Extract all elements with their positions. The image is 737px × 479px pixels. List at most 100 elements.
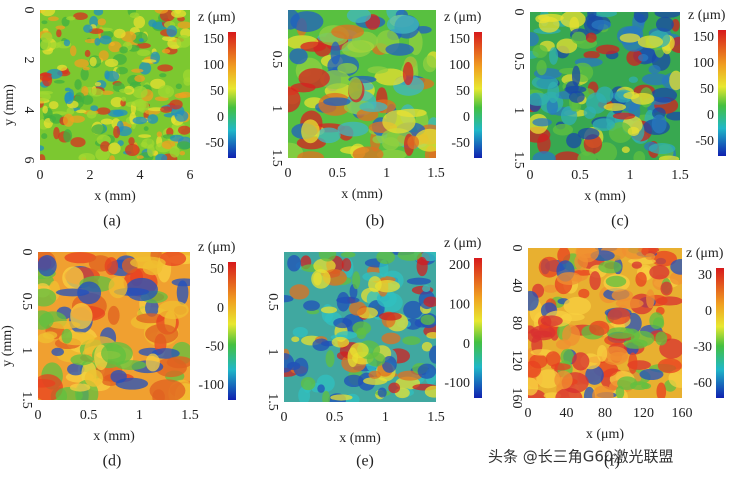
- colorbar-tick-label: 0: [217, 110, 224, 125]
- surface-feature: [297, 151, 325, 158]
- surface-feature: [657, 358, 682, 374]
- surface-feature: [317, 384, 325, 393]
- surface-feature: [548, 47, 559, 65]
- surface-feature: [74, 92, 85, 103]
- surface-feature: [424, 385, 436, 398]
- surface-feature: [420, 314, 435, 326]
- surface-feature: [585, 365, 604, 385]
- surface-feature: [40, 90, 54, 95]
- x-axis-label: x (mm): [339, 431, 381, 446]
- y-tick-label: 80: [509, 316, 524, 330]
- surface-feature: [88, 88, 104, 97]
- surface-feature: [112, 109, 128, 117]
- surface-feature: [108, 41, 122, 53]
- surface-feature: [641, 73, 670, 86]
- surface-feature: [341, 40, 372, 58]
- surface-feature: [423, 296, 436, 308]
- y-tick-label: 0: [19, 249, 34, 256]
- surface-feature: [359, 101, 388, 112]
- surface-feature: [69, 383, 91, 392]
- colorbar-tick-label: 0: [217, 301, 224, 316]
- surface-feature: [320, 306, 338, 314]
- surface-map: [40, 10, 190, 160]
- colorbar-tick-label: 100: [449, 298, 470, 313]
- surface-feature: [119, 88, 133, 93]
- surface-feature: [316, 127, 341, 144]
- surface-map: [284, 252, 436, 402]
- surface-feature: [336, 296, 360, 304]
- surface-feature: [301, 119, 320, 144]
- colorbar-label: z (μm): [444, 10, 482, 25]
- surface-feature: [571, 65, 581, 87]
- surface-feature: [147, 144, 155, 157]
- surface-feature: [48, 320, 81, 329]
- surface-feature: [110, 370, 127, 384]
- y-tick-label: 0.5: [511, 53, 526, 70]
- surface-feature: [132, 116, 148, 125]
- x-tick-label: 0.5: [329, 166, 347, 181]
- surface-feature: [601, 346, 629, 366]
- y-axis-label: y (mm): [2, 84, 17, 126]
- x-tick-label: 1.5: [671, 168, 689, 183]
- surface-feature: [303, 300, 320, 311]
- surface-feature: [137, 49, 151, 57]
- surface-feature: [38, 288, 57, 307]
- surface-feature: [132, 85, 148, 99]
- surface-feature: [121, 96, 127, 102]
- surface-feature: [592, 118, 615, 131]
- surface-feature: [161, 48, 171, 54]
- surface-feature: [171, 10, 187, 18]
- surface-feature: [528, 360, 542, 378]
- surface-feature: [592, 385, 614, 398]
- y-tick-label: 120: [509, 350, 524, 371]
- surface-feature: [651, 114, 667, 134]
- surface-feature: [41, 133, 48, 140]
- surface-feature: [586, 92, 607, 114]
- surface-feature: [386, 14, 420, 34]
- surface-feature: [638, 53, 649, 62]
- surface-feature: [612, 112, 636, 120]
- colorbar-label: z (μm): [444, 236, 482, 251]
- colorbar-tick-label: 100: [449, 58, 470, 73]
- y-axis-label: y (mm): [0, 325, 15, 367]
- surface-feature: [148, 19, 157, 27]
- surface-feature: [331, 336, 350, 348]
- surface-feature: [47, 16, 59, 22]
- surface-feature: [175, 83, 182, 90]
- surface-feature: [532, 44, 548, 58]
- surface-feature: [40, 39, 52, 51]
- surface-feature: [378, 312, 402, 321]
- surface-feature: [608, 121, 633, 143]
- panel-caption: (f): [604, 453, 620, 470]
- surface-feature: [63, 129, 73, 143]
- surface-feature: [79, 154, 87, 160]
- surface-feature: [557, 248, 571, 265]
- surface-feature: [669, 70, 680, 91]
- surface-feature: [135, 42, 151, 49]
- surface-feature: [300, 376, 316, 391]
- surface-feature: [160, 106, 173, 113]
- surface-feature: [566, 133, 582, 149]
- surface-feature: [564, 85, 587, 94]
- surface-feature: [639, 368, 664, 381]
- surface-feature: [133, 15, 146, 29]
- surface-feature: [113, 28, 126, 39]
- surface-feature: [289, 48, 308, 65]
- surface-feature: [407, 135, 420, 150]
- y-tick-label: 1: [269, 105, 284, 112]
- colorbar-tick-label: 200: [449, 258, 470, 273]
- colorbar-tick-label: 150: [203, 32, 224, 47]
- surface-feature: [426, 332, 436, 339]
- surface-feature: [83, 24, 93, 33]
- surface-feature: [101, 341, 133, 365]
- surface-feature: [169, 99, 183, 110]
- surface-feature: [656, 382, 667, 398]
- x-tick-label: 1: [383, 166, 390, 181]
- surface-feature: [658, 155, 680, 160]
- y-tick-label: 1.5: [511, 151, 526, 169]
- surface-feature: [376, 252, 395, 265]
- surface-feature: [646, 289, 655, 309]
- surface-feature: [422, 55, 436, 73]
- y-tick-label: 0: [509, 245, 524, 252]
- x-tick-label: 1: [136, 408, 143, 423]
